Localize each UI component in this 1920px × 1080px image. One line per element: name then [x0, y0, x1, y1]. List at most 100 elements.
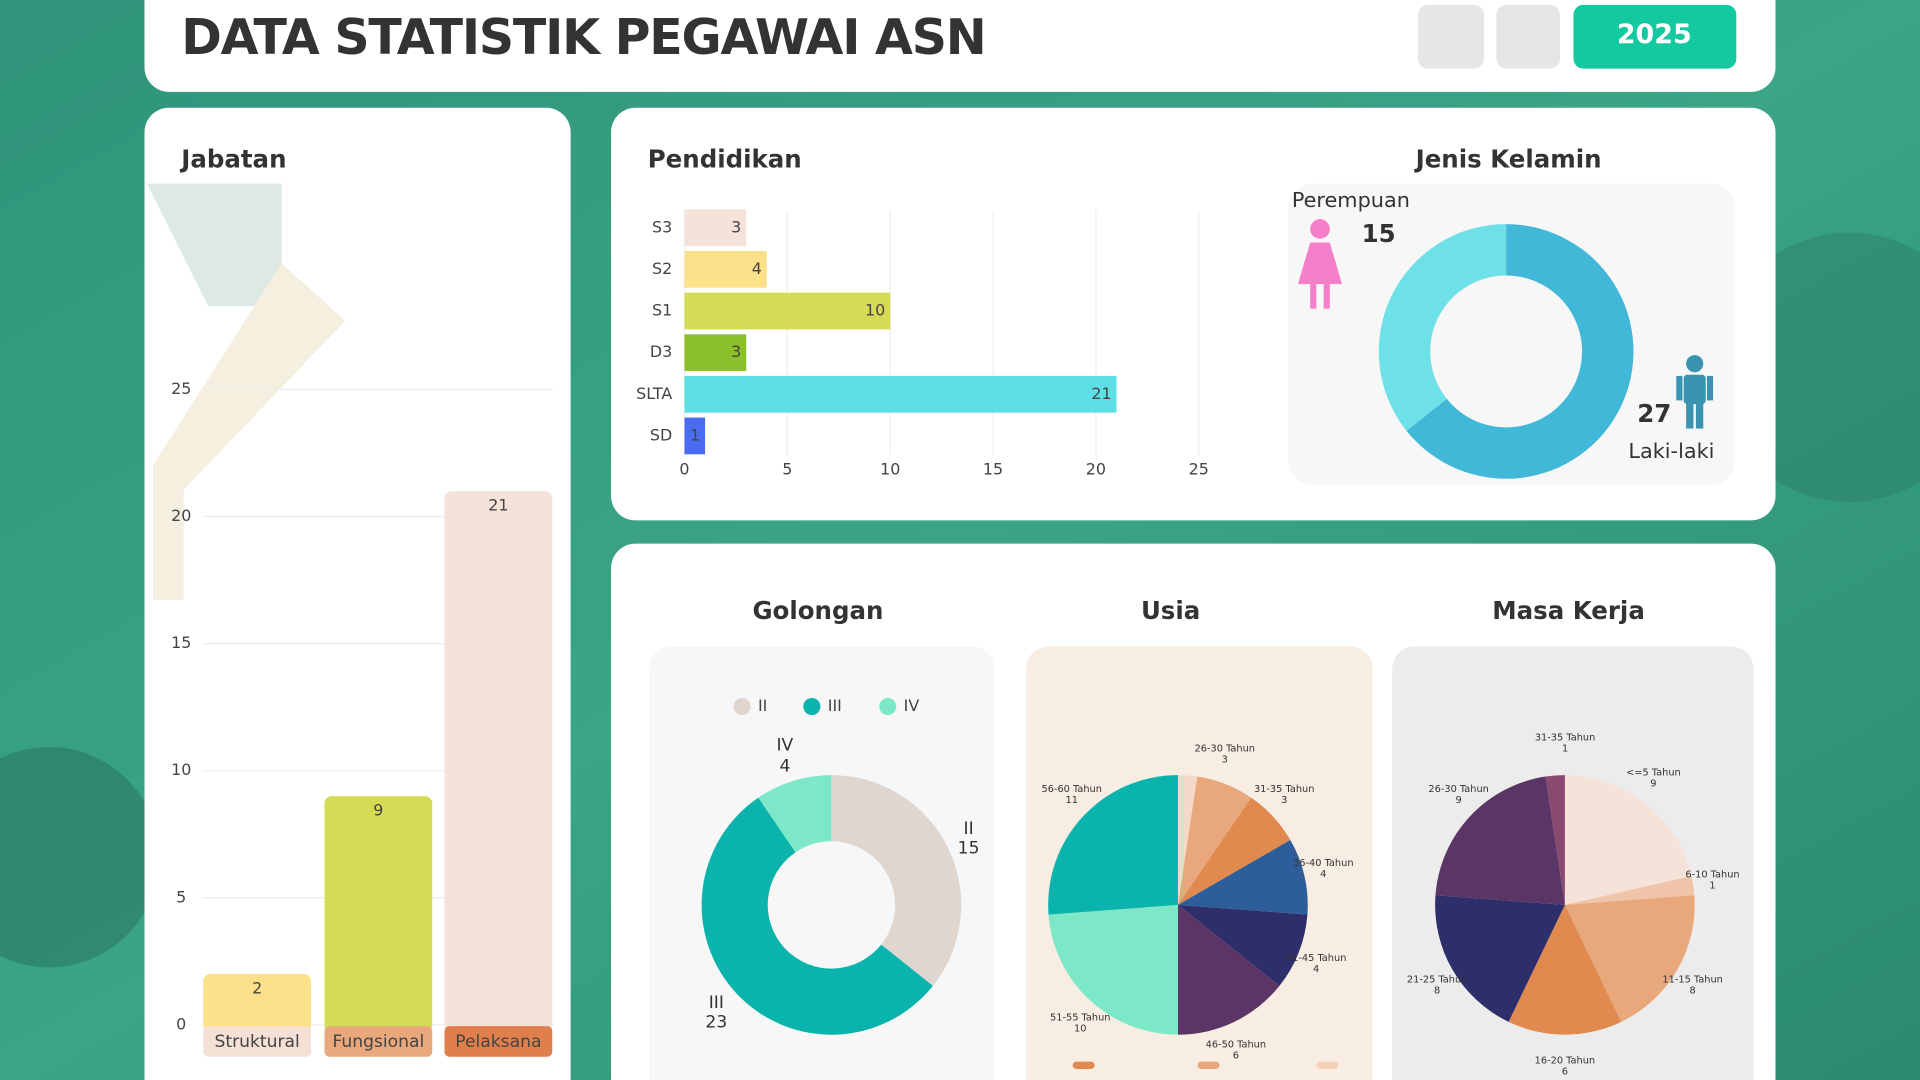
male-icon — [1676, 355, 1714, 429]
chart-title: Masa Kerja — [1492, 596, 1645, 625]
chart-title: Jenis Kelamin — [1414, 144, 1602, 173]
slice-label: 26-30 Tahun — [1195, 743, 1255, 754]
x-tick-label: 0 — [679, 460, 689, 479]
x-tick-label: Fungsional — [332, 1032, 424, 1052]
x-tick-label: Struktural — [215, 1032, 300, 1052]
bar — [684, 375, 1117, 413]
slice-label: Perempuan — [1292, 188, 1410, 212]
bar — [684, 292, 891, 330]
slice-label: 6-10 Tahun — [1685, 870, 1739, 881]
slice — [1564, 775, 1692, 905]
slice-value: 1 — [1562, 744, 1568, 755]
y-tick-label: S3 — [652, 217, 672, 236]
value-label: 2 — [252, 978, 262, 997]
slice-value: 1 — [1709, 881, 1715, 892]
slice-value: 15 — [1362, 219, 1396, 248]
slice-label: 46-50 Tahun — [1206, 1039, 1266, 1050]
value-label: 9 — [373, 800, 383, 819]
slice-label: 36-40 Tahun — [1293, 858, 1353, 869]
slice-label: 51-55 Tahun — [1050, 1012, 1110, 1023]
bg-tree — [0, 746, 160, 968]
y-tick-label: 0 — [176, 1014, 186, 1033]
legend-label: II — [758, 696, 767, 715]
slice-label: 41-45 Tahun — [1286, 953, 1346, 964]
slice — [1508, 904, 1622, 1035]
bar — [684, 417, 706, 455]
x-tick-label: 5 — [782, 460, 792, 479]
page-title: DATA STATISTIK PEGAWAI ASN — [181, 9, 985, 66]
category-tag — [203, 1026, 312, 1057]
header-card — [144, 0, 1776, 92]
legend-swatch — [879, 697, 897, 716]
bar — [684, 334, 747, 372]
bar — [444, 491, 553, 1033]
chart-title: Jabatan — [179, 144, 286, 173]
value-label: 10 — [865, 301, 885, 320]
decoration — [153, 263, 346, 600]
slice-value: 23 — [705, 1012, 727, 1032]
x-tick-label: Pelaksana — [455, 1032, 541, 1052]
value-label: 21 — [1091, 384, 1111, 403]
y-tick-label: 20 — [171, 506, 191, 525]
slice — [1564, 895, 1695, 1022]
slice-label: 31-35 Tahun — [1535, 733, 1595, 744]
bar — [684, 209, 747, 247]
y-tick-label: 25 — [171, 379, 191, 398]
value-label: 3 — [731, 342, 741, 361]
slice-value: 9 — [1650, 778, 1656, 789]
slice — [1177, 775, 1198, 905]
legend-label: III — [828, 696, 842, 715]
slice-value: 3 — [1281, 795, 1287, 806]
slice — [1564, 876, 1695, 905]
slice — [1048, 904, 1178, 1035]
slice — [1177, 840, 1308, 915]
slice — [1177, 776, 1252, 905]
legend-pill — [1197, 1061, 1220, 1069]
icon-button[interactable] — [1496, 4, 1560, 69]
slice-label: 16-20 Tahun — [1535, 1055, 1595, 1066]
value-label: 4 — [752, 259, 762, 278]
y-tick-label: D3 — [650, 342, 672, 361]
slice — [831, 775, 962, 986]
slice-label: III — [709, 993, 724, 1013]
category-tag — [324, 1026, 433, 1057]
slice-label: Laki-laki — [1628, 439, 1714, 463]
year-label[interactable]: 2025 — [1617, 19, 1692, 50]
value-label: 21 — [488, 495, 508, 514]
slice — [1406, 224, 1634, 479]
slice — [1378, 224, 1507, 431]
slice — [1177, 797, 1291, 905]
slice-label: 31-35 Tahun — [1254, 784, 1314, 795]
slice — [1177, 904, 1308, 986]
slice-label: 26-30 Tahun — [1428, 784, 1488, 795]
slice — [1048, 775, 1178, 915]
y-tick-label: 10 — [171, 760, 191, 779]
slice-value: 3 — [1222, 754, 1228, 765]
slice — [1545, 775, 1565, 905]
bar — [203, 974, 312, 1033]
year-button[interactable] — [1573, 4, 1737, 69]
icon-button[interactable] — [1417, 4, 1485, 69]
value-label: 3 — [731, 217, 741, 236]
slice — [1435, 776, 1565, 905]
slice-value: 6 — [1233, 1050, 1239, 1061]
slice-value: 27 — [1637, 399, 1671, 428]
legend-swatch — [733, 697, 751, 716]
y-tick-label: 15 — [171, 633, 191, 652]
x-tick-label: 15 — [983, 460, 1003, 479]
chart-title: Golongan — [752, 596, 883, 625]
y-tick-label: S1 — [652, 301, 672, 320]
slice-label: 21-25 Tahun — [1407, 975, 1467, 986]
slice-label: IV — [777, 736, 794, 756]
y-tick-label: SD — [650, 425, 672, 444]
slice-value: 6 — [1562, 1066, 1568, 1077]
slice-value: 4 — [779, 757, 790, 777]
slice-value: 11 — [1065, 795, 1077, 806]
female-icon — [1297, 219, 1343, 309]
slice-label: 56-60 Tahun — [1041, 784, 1101, 795]
slice-label: <=5 Tahun — [1626, 767, 1681, 778]
slice-value: 8 — [1434, 986, 1440, 997]
slice-label: 11-15 Tahun — [1662, 975, 1722, 986]
legend-swatch — [803, 697, 821, 716]
